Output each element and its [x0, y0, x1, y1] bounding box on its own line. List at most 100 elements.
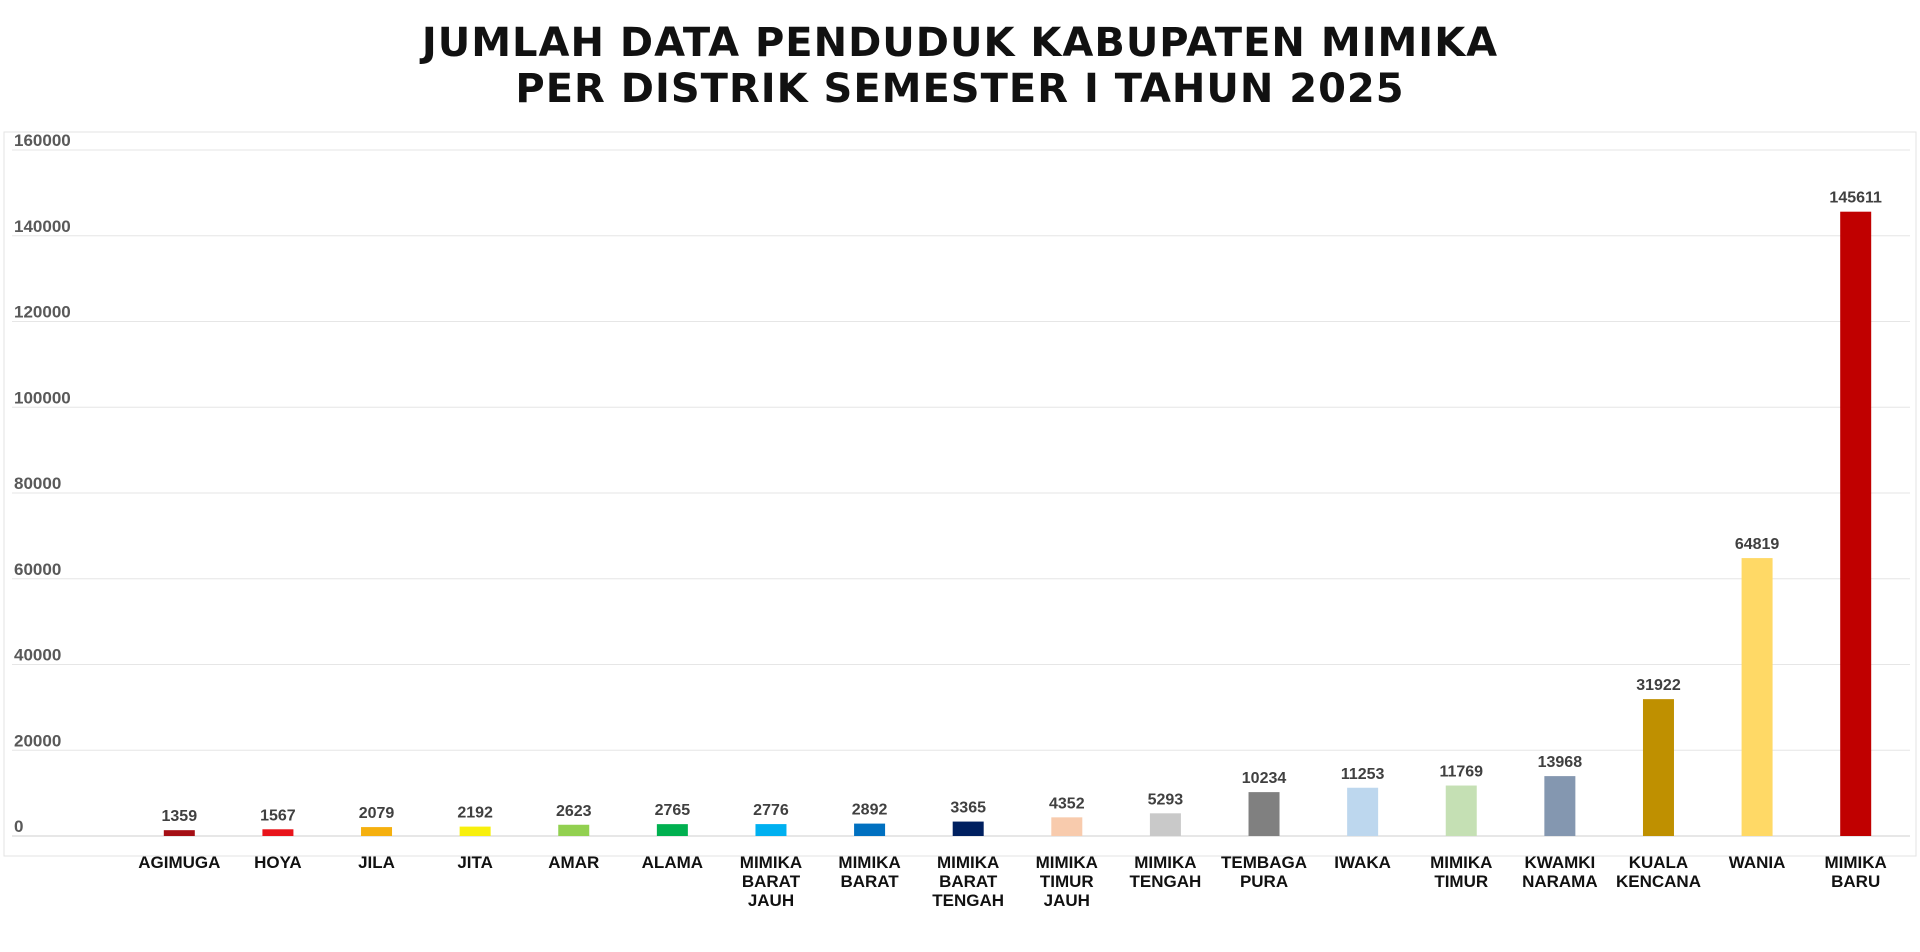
category-label-line: WANIA: [1729, 853, 1786, 872]
category-label-line: KENCANA: [1616, 872, 1701, 891]
y-tick-label: 60000: [14, 560, 61, 579]
bar: [1544, 776, 1576, 836]
y-tick-label: 40000: [14, 646, 61, 665]
plot-border: [3, 131, 1917, 857]
category-label: MIMIKA BARAT JAUH: [740, 853, 802, 910]
data-label: 2192: [457, 805, 493, 822]
category-label-line: TIMUR: [1040, 872, 1094, 891]
bar: [656, 824, 688, 836]
category-label-line: BARU: [1831, 872, 1880, 891]
bars: [163, 211, 1872, 836]
chart-title: JUMLAH DATA PENDUDUK KABUPATEN MIMIKA PE…: [0, 20, 1920, 112]
category-labels: AGIMUGA HOYA JILA JITA AMAR ALAMA MIMIKA BARAT J…: [138, 853, 1887, 910]
data-label: 2776: [753, 802, 789, 819]
bar: [1051, 817, 1083, 836]
category-label: AGIMUGA: [138, 853, 220, 872]
category-label-line: BARAT: [939, 872, 998, 891]
category-label-line: ALAMA: [642, 853, 703, 872]
category-label: MIMIKA TIMUR JAUH: [1036, 853, 1098, 910]
bar: [262, 829, 294, 836]
category-label: HOYA: [254, 853, 302, 872]
category-label: WANIA: [1729, 853, 1786, 872]
bar: [1741, 558, 1773, 836]
category-label-line: TENGAH: [1130, 872, 1202, 891]
category-label-line: PURA: [1240, 872, 1288, 891]
data-label: 2765: [655, 802, 691, 819]
y-tick-label: 140000: [14, 217, 71, 236]
category-label-line: MIMIKA: [1825, 853, 1887, 872]
category-label-line: KUALA: [1629, 853, 1689, 872]
category-label: ALAMA: [642, 853, 703, 872]
category-label: KWAMKI NARAMA: [1522, 853, 1598, 891]
category-label-line: MIMIKA: [937, 853, 999, 872]
category-label-line: JILA: [358, 853, 395, 872]
category-label-line: TENGAH: [932, 891, 1004, 910]
data-label: 1359: [162, 808, 198, 825]
category-label: KUALA KENCANA: [1616, 853, 1701, 891]
data-label: 31922: [1636, 677, 1681, 694]
y-tick-label: 100000: [14, 388, 71, 407]
bar: [1347, 787, 1379, 836]
bar: [558, 824, 590, 836]
data-label: 4352: [1049, 795, 1085, 812]
data-label: 11769: [1439, 764, 1483, 781]
category-label-line: MIMIKA: [1036, 853, 1098, 872]
bar: [1642, 699, 1674, 836]
chart-title-line-1: JUMLAH DATA PENDUDUK KABUPATEN MIMIKA: [421, 20, 1499, 66]
y-axis-tick-labels: 0 20000 40000 60000 80000 100000 120000 140000 1…: [14, 131, 71, 836]
category-label-line: AMAR: [548, 853, 599, 872]
data-label: 2892: [852, 802, 888, 819]
data-label: 2623: [556, 803, 592, 820]
category-label-line: IWAKA: [1334, 853, 1391, 872]
category-label: MIMIKA TENGAH: [1130, 853, 1202, 891]
category-label: TEMBAGA PURA: [1221, 853, 1307, 891]
category-label-line: MIMIKA: [1134, 853, 1196, 872]
category-label-line: TEMBAGA: [1221, 853, 1307, 872]
bar: [1248, 792, 1280, 836]
category-label: MIMIKA TIMUR: [1430, 853, 1492, 891]
data-label: 10234: [1242, 770, 1287, 787]
category-label-line: TIMUR: [1434, 872, 1488, 891]
category-label-line: HOYA: [254, 853, 302, 872]
chart-title-line-2: PER DISTRIK SEMESTER I TAHUN 2025: [515, 66, 1405, 112]
category-label: IWAKA: [1334, 853, 1391, 872]
data-label: 13968: [1538, 754, 1583, 771]
y-tick-label: 20000: [14, 731, 61, 750]
category-label-line: KWAMKI: [1524, 853, 1595, 872]
category-label-line: BARAT: [742, 872, 801, 891]
data-label: 1567: [260, 807, 296, 824]
category-label: JITA: [457, 853, 493, 872]
bar: [459, 826, 491, 836]
category-label: AMAR: [548, 853, 599, 872]
category-label: MIMIKA BARAT TENGAH: [932, 853, 1004, 910]
bar: [854, 823, 886, 836]
plot-frame: [3, 131, 1917, 857]
category-label-line: JITA: [457, 853, 493, 872]
data-label: 11253: [1341, 766, 1385, 783]
gridlines: [12, 149, 1910, 837]
data-label: 2079: [359, 805, 395, 822]
category-label: MIMIKA BARAT: [838, 853, 900, 891]
y-tick-label: 160000: [14, 131, 71, 150]
bar: [1840, 211, 1872, 836]
category-label-line: MIMIKA: [838, 853, 900, 872]
category-label-line: NARAMA: [1522, 872, 1598, 891]
category-label-line: AGIMUGA: [138, 853, 220, 872]
category-label: MIMIKA BARU: [1825, 853, 1887, 891]
bar: [755, 824, 787, 836]
bar: [1149, 813, 1181, 836]
data-label: 3365: [950, 800, 986, 817]
bar: [163, 830, 195, 836]
bar: [1445, 785, 1477, 836]
category-label-line: MIMIKA: [740, 853, 802, 872]
y-tick-label: 80000: [14, 474, 61, 493]
bar: [952, 821, 984, 836]
y-tick-label: 0: [14, 817, 23, 836]
y-tick-label: 120000: [14, 303, 71, 322]
data-labels: 1359 1567 2079 2192 2623 2765 2776 2892 3365 4352…: [162, 190, 1883, 825]
category-label-line: BARAT: [840, 872, 899, 891]
category-label-line: MIMIKA: [1430, 853, 1492, 872]
data-label: 145611: [1829, 190, 1882, 207]
